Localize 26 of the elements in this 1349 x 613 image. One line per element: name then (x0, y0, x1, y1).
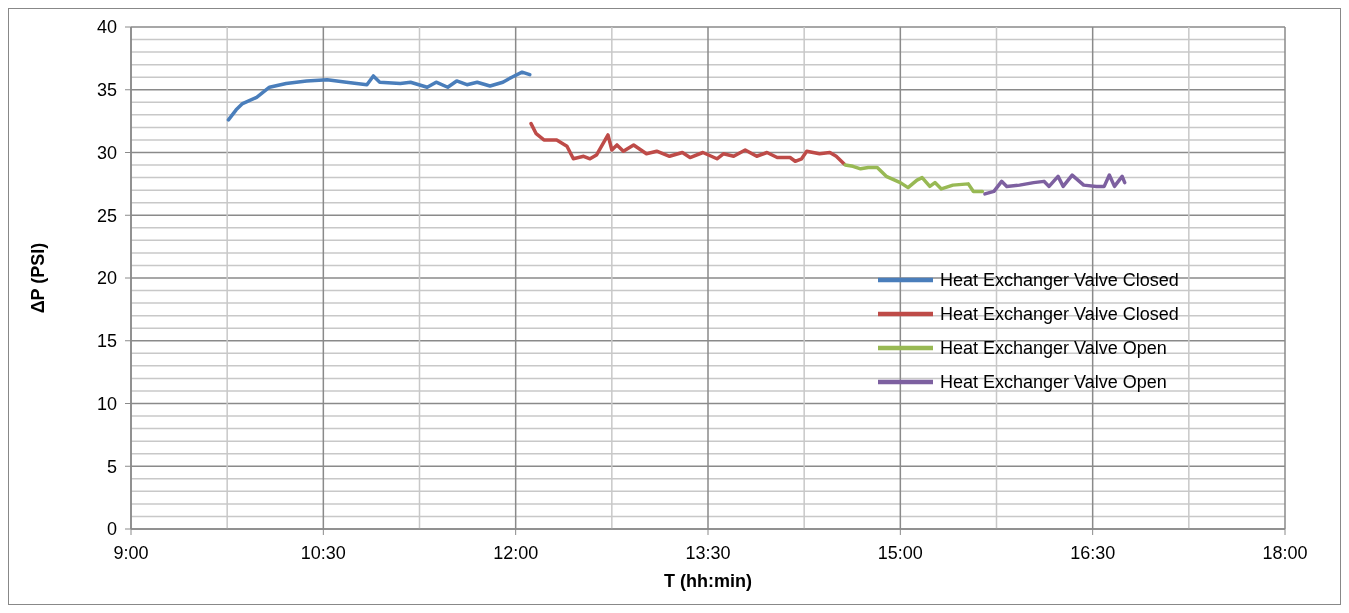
x-axis-title: T (hh:min) (664, 571, 752, 591)
y-axis-title: ΔP (PSI) (28, 242, 48, 314)
line-series (843, 163, 985, 194)
legend-label: Heat Exchanger Valve Closed (940, 304, 1179, 325)
legend-label: Heat Exchanger Valve Open (940, 372, 1167, 393)
y-tick-label: 20 (96, 268, 117, 289)
x-tick-label: 15:00 (877, 543, 923, 563)
x-tick-label: 9:00 (113, 543, 149, 563)
x-tick-label: 16:30 (1070, 543, 1116, 563)
legend-label: Heat Exchanger Valve Closed (940, 270, 1179, 291)
legend-label: Heat Exchanger Valve Open (940, 338, 1167, 359)
y-tick-label: 30 (96, 142, 117, 163)
x-tick-label: 13:30 (685, 543, 731, 563)
x-tick-label: 10:30 (300, 543, 346, 563)
x-tick-label: 12:00 (493, 543, 539, 563)
y-tick-label: 10 (96, 393, 117, 414)
y-tick-label: 0 (106, 519, 117, 540)
line-series (983, 173, 1127, 196)
y-tick-label: 5 (106, 456, 117, 477)
x-tick-label: 18:00 (1262, 543, 1308, 563)
y-tick-label: 25 (96, 205, 117, 226)
y-tick-label: 40 (96, 17, 117, 38)
line-series (226, 70, 532, 122)
y-tick-label: 15 (96, 331, 117, 352)
line-series (529, 121, 846, 166)
y-tick-label: 35 (96, 80, 117, 101)
